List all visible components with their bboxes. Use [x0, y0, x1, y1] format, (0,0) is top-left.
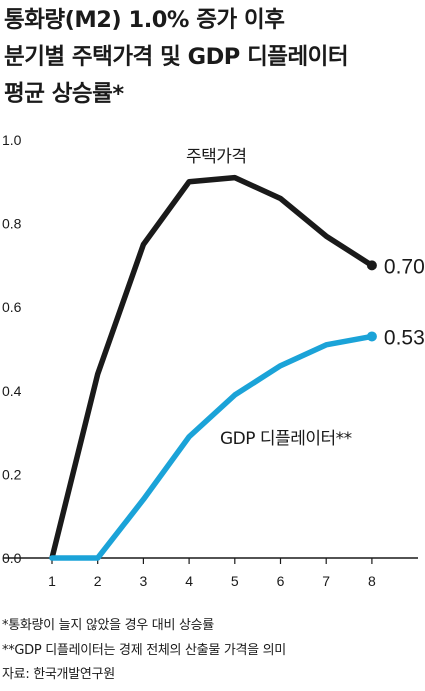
x-tick-label: 4 — [185, 573, 193, 589]
title-line-1: 통화량(M2) 1.0% 증가 이후 — [4, 7, 285, 33]
chart-title: 통화량(M2) 1.0% 증가 이후 분기별 주택가격 및 GDP 디플레이터 … — [4, 2, 422, 113]
y-tick-label: 0.2 — [2, 466, 22, 482]
x-tick-label: 8 — [368, 573, 376, 589]
series-end-point-2 — [366, 331, 377, 342]
y-tick-label: 0.8 — [2, 216, 22, 232]
footnote-1: *통화량이 늘지 않았을 경우 대비 상승률 — [2, 618, 214, 633]
footnote-2: **GDP 디플레이터는 경제 전체의 산출물 가격을 의미 — [2, 642, 286, 658]
source-note: 자료: 한국개발연구원 — [2, 667, 115, 682]
series-labels: 주택가격 0.70 GDP 디플레이터** 0.53 — [186, 147, 425, 449]
x-axis: 1 2 3 4 5 6 7 8 — [3, 557, 418, 589]
series-name-label-2: GDP 디플레이터** — [220, 429, 352, 449]
series-end-value-1: 0.70 — [384, 255, 425, 278]
series-end-value-2: 0.53 — [384, 326, 425, 349]
y-axis-ticks: 0.00.20.40.60.81.0 — [2, 132, 22, 566]
title-line-3: 평균 상승률* — [4, 81, 124, 107]
series-line-2 — [49, 333, 375, 561]
y-tick-label: 1.0 — [2, 132, 22, 148]
x-tick-label: 2 — [94, 573, 102, 589]
x-tick-label: 7 — [322, 573, 330, 589]
x-tick-label: 1 — [48, 573, 56, 589]
series-end-point-1 — [366, 260, 377, 271]
x-tick-label: 5 — [231, 573, 239, 589]
title-line-2: 분기별 주택가격 및 GDP 디플레이터 — [4, 44, 349, 70]
chart-notes: *통화량이 늘지 않았을 경우 대비 상승률 **GDP 디플레이터는 경제 전… — [2, 614, 422, 688]
x-tick-label: 6 — [277, 573, 285, 589]
y-tick-label: 0.4 — [2, 383, 22, 399]
y-tick-label: 0.6 — [2, 299, 22, 315]
series-layer — [49, 174, 377, 561]
series-line-1 — [49, 174, 375, 561]
x-tick-label: 3 — [140, 573, 148, 589]
series-name-label-1: 주택가격 — [186, 147, 247, 167]
